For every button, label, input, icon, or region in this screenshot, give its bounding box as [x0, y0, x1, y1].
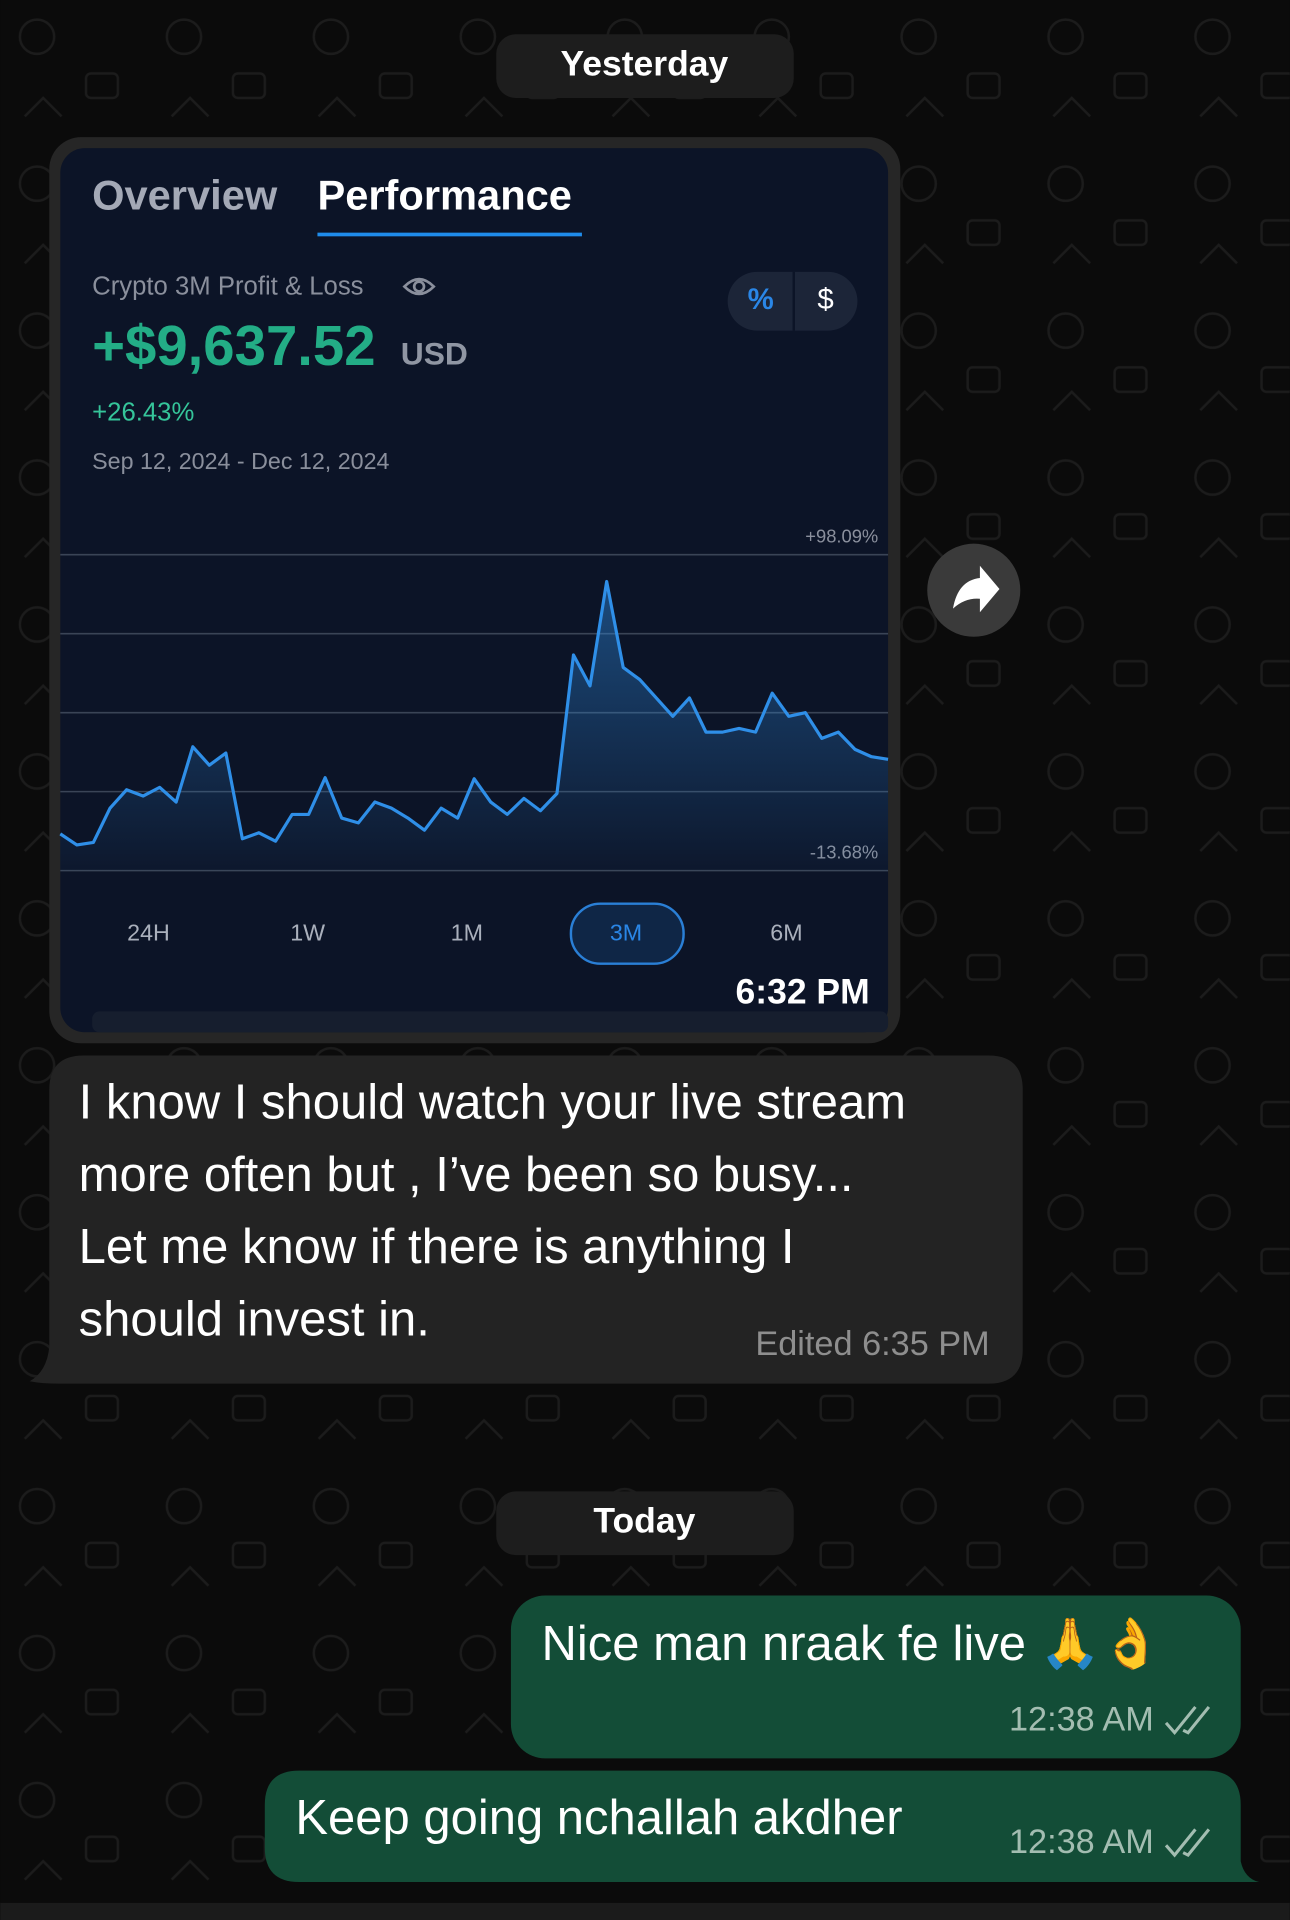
date-range: Sep 12, 2024 - Dec 12, 2024 [92, 448, 389, 474]
chart: +98.09%-13.68% [59, 525, 889, 872]
message-text: Let me know if there is anything I [79, 1220, 795, 1274]
incoming-text: I know I should watch your live stream mo… [79, 1076, 906, 1347]
currency: USD [401, 336, 468, 372]
outgoing-bubble[interactable] [510, 1595, 1241, 1759]
area [60, 581, 889, 871]
range-selector: 24H 1W 1M 3M 6M [127, 919, 802, 945]
message-time: 12:38 AM [1009, 1701, 1154, 1739]
toggle-option[interactable]: % [748, 283, 774, 316]
range-option[interactable]: 1M [451, 919, 483, 945]
amount: +$9,637.52 [92, 314, 375, 377]
date-label: Yesterday [561, 43, 729, 83]
message-text: I know I should watch your live stream [79, 1076, 906, 1130]
range-option[interactable]: 6M [770, 919, 802, 945]
incoming-bubble[interactable] [29, 1055, 1023, 1384]
range-option[interactable]: 3M [610, 919, 642, 945]
range-option[interactable]: 1W [290, 919, 325, 945]
forward-icon [952, 565, 1000, 613]
message-text: Nice man nraak fe live 🙏👌 [542, 1617, 1162, 1671]
message-text: should invest in. [79, 1292, 430, 1346]
message-text: Keep going nchallah akdher [295, 1791, 902, 1845]
message-meta: Edited 6:35 PM [755, 1325, 989, 1363]
bottom-bar [0, 1902, 1290, 1920]
eye-icon [402, 277, 436, 296]
pnl-title: Crypto 3M Profit & Loss [92, 273, 363, 301]
message-time: 12:38 AM [1009, 1823, 1154, 1861]
range-selected[interactable] [569, 902, 685, 965]
tab-active: Performance [317, 171, 572, 218]
message-time: 6:32 PM [736, 972, 870, 1012]
outgoing-bubble[interactable] [264, 1770, 1260, 1883]
line [59, 579, 889, 847]
range-option[interactable]: 24H [127, 919, 170, 945]
image-footer [92, 1011, 889, 1033]
date-label: Today [593, 1501, 695, 1541]
message-text: more often but , I’ve been so busy... [79, 1148, 854, 1202]
tab: Overview [92, 171, 278, 218]
y-tick-label: +98.09% [805, 525, 878, 546]
read-ticks [1164, 1705, 1211, 1736]
tab-underline [317, 232, 582, 237]
date-pill [496, 34, 794, 98]
toggle-option[interactable]: $ [817, 283, 833, 316]
change: +26.43% [92, 399, 194, 427]
read-ticks [1164, 1828, 1211, 1858]
date-pill [496, 1491, 794, 1556]
toggle-divider [792, 271, 795, 331]
